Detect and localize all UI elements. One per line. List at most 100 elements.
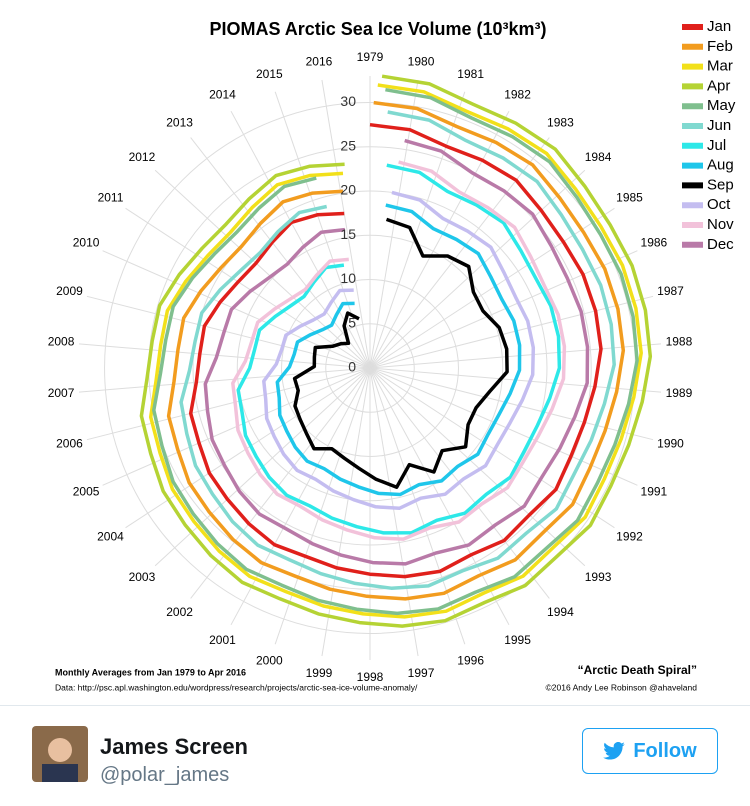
year-label: 1995 xyxy=(504,633,531,647)
annotation: ©2016 Andy Lee Robinson @ahaveland xyxy=(546,682,698,692)
spoke xyxy=(369,110,510,369)
spoke xyxy=(369,79,419,369)
legend-label: Aug xyxy=(707,157,734,174)
spoke xyxy=(125,367,371,529)
year-label: 2013 xyxy=(166,116,193,130)
year-label: 1997 xyxy=(408,666,435,680)
year-label: 1986 xyxy=(641,236,668,250)
series-line xyxy=(203,138,590,566)
year-label: 1979 xyxy=(357,50,384,64)
spoke xyxy=(78,367,371,393)
series-line xyxy=(292,217,509,489)
legend-label: Jun xyxy=(707,117,731,134)
r-tick-label: 0 xyxy=(348,359,356,375)
year-label: 2008 xyxy=(48,335,75,349)
year-label: 1983 xyxy=(547,116,574,130)
spoke xyxy=(369,91,466,369)
r-tick-label: 30 xyxy=(340,93,356,109)
bird-icon xyxy=(603,742,626,760)
r-tick-label: 20 xyxy=(340,182,356,198)
year-label: 2004 xyxy=(97,530,124,544)
legend-label: Oct xyxy=(707,196,731,213)
spoke xyxy=(125,207,371,369)
r-tick-label: 15 xyxy=(340,226,356,242)
year-label: 1994 xyxy=(547,605,574,619)
legend-label: May xyxy=(707,97,736,114)
year-label: 2015 xyxy=(256,67,283,81)
year-label: 2002 xyxy=(166,605,193,619)
year-label: 2014 xyxy=(209,88,236,102)
year-label: 1988 xyxy=(666,335,693,349)
spoke xyxy=(230,110,371,369)
series-line xyxy=(152,87,639,616)
series-line xyxy=(188,122,603,579)
series-line xyxy=(179,110,616,590)
legend-label: Apr xyxy=(707,77,730,94)
annotation: Monthly Averages from Jan 1979 to Apr 20… xyxy=(55,667,246,677)
year-label: 1999 xyxy=(306,666,333,680)
series-line xyxy=(275,203,522,497)
year-label: 2005 xyxy=(73,485,100,499)
spoke xyxy=(86,367,371,441)
legend-label: Jul xyxy=(707,137,726,154)
year-label: 2016 xyxy=(306,54,333,68)
year-label: 2010 xyxy=(73,236,100,250)
year-label: 2012 xyxy=(129,150,156,164)
r-tick-label: 5 xyxy=(348,314,356,330)
chart: PIOMAS Arctic Sea Ice Volume (10³km³) Mo… xyxy=(48,18,736,692)
tweet-footer: James Screen @polar_james Follow xyxy=(0,705,750,806)
year-label: 2011 xyxy=(98,191,124,205)
year-label: 1982 xyxy=(504,88,531,102)
annotation: “Arctic Death Spiral” xyxy=(578,663,697,677)
year-label: 1992 xyxy=(616,530,643,544)
spoke xyxy=(190,137,371,369)
year-label: 1996 xyxy=(457,653,484,667)
user-handle[interactable]: @polar_james xyxy=(100,764,230,786)
spoke xyxy=(369,367,466,645)
avatar[interactable] xyxy=(32,726,88,782)
year-label: 2009 xyxy=(56,284,83,298)
r-tick-label: 25 xyxy=(340,137,356,153)
spoke xyxy=(86,295,371,369)
spoke xyxy=(78,343,371,369)
spoke xyxy=(369,137,550,369)
year-label: 1987 xyxy=(657,284,684,298)
series-line xyxy=(166,100,626,601)
legend-label: Sep xyxy=(707,176,734,193)
series-line xyxy=(262,190,536,511)
legend-label: Mar xyxy=(707,58,733,75)
user-name[interactable]: James Screen xyxy=(100,734,248,759)
follow-button[interactable]: Follow xyxy=(582,728,718,774)
spoke xyxy=(369,367,638,486)
legend-label: Feb xyxy=(707,38,733,55)
year-label: 1998 xyxy=(357,670,384,684)
legend-label: Dec xyxy=(707,236,734,253)
button-label[interactable]: Follow xyxy=(633,739,697,762)
r-tick-label: 10 xyxy=(340,270,356,286)
year-label: 2001 xyxy=(209,633,236,647)
spoke xyxy=(274,367,371,645)
year-label: 1985 xyxy=(616,191,643,205)
legend-label: Jan xyxy=(707,18,731,35)
year-label: 1981 xyxy=(457,67,484,81)
year-label: 2003 xyxy=(129,570,156,584)
spoke xyxy=(369,343,662,369)
year-label: 1991 xyxy=(641,485,668,499)
spoke xyxy=(321,79,371,369)
year-label: 1990 xyxy=(657,436,684,450)
year-label: 1989 xyxy=(666,386,693,400)
spoke xyxy=(369,207,615,369)
year-label: 1993 xyxy=(585,570,612,584)
spoke xyxy=(154,169,371,369)
spoke xyxy=(369,367,586,567)
year-label: 1980 xyxy=(408,54,435,68)
chart-title: PIOMAS Arctic Sea Ice Volume (10³km³) xyxy=(209,19,546,39)
annotation: Data: http://psc.apl.washington.edu/word… xyxy=(55,682,418,692)
year-label: 2007 xyxy=(48,386,75,400)
spoke xyxy=(274,91,371,369)
spoke xyxy=(369,169,586,369)
year-label: 2000 xyxy=(256,653,283,667)
year-label: 1984 xyxy=(585,150,612,164)
series-line xyxy=(236,163,562,535)
